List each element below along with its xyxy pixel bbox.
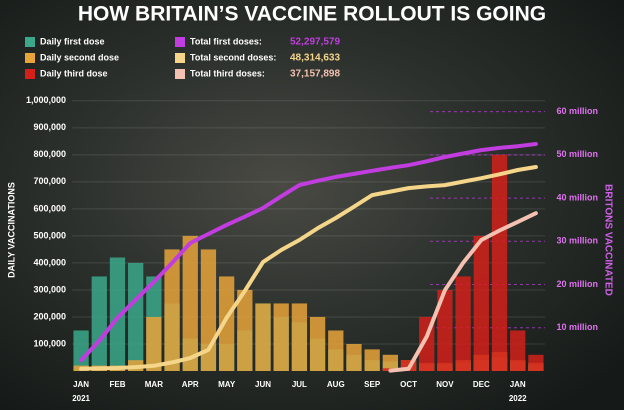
x-tick-label: JAN — [510, 380, 526, 389]
bar — [528, 354, 544, 371]
line — [79, 142, 538, 363]
legend-swatch — [25, 69, 35, 79]
x-tick-label: MAY — [218, 380, 236, 389]
bar — [91, 276, 107, 371]
bar — [182, 235, 198, 371]
bar — [255, 303, 271, 371]
y-tick-label: 1,000,000 — [26, 95, 66, 105]
x-tick-label: DEC — [473, 380, 490, 389]
y-tick-label: 100,000 — [33, 338, 66, 348]
y-tick-label: 700,000 — [33, 176, 66, 186]
y-axis-label: DAILY VACCINATIONS — [6, 182, 16, 278]
bar — [73, 330, 89, 371]
y2-axis-label: BRITONS VACCINATED — [602, 184, 613, 296]
bar — [510, 330, 526, 371]
legend-swatch — [175, 37, 185, 47]
bar — [128, 262, 144, 371]
y2-tick-label: 20 million — [556, 279, 598, 289]
bar — [328, 330, 344, 371]
bar — [109, 257, 126, 371]
x-tick-label: JUN — [255, 380, 271, 389]
legend-label: Daily third dose — [40, 68, 108, 78]
bar — [291, 303, 308, 371]
bar — [382, 354, 399, 371]
bar — [473, 235, 489, 371]
x-tick-label: AUG — [327, 380, 345, 389]
bar — [218, 276, 235, 371]
line — [79, 165, 538, 371]
x-tick-label: JAN — [73, 380, 89, 389]
year-label: 2021 — [72, 394, 90, 403]
y2-tick-label: 10 million — [556, 322, 598, 332]
x-tick-label: OCT — [400, 380, 417, 389]
legend-total: 48,314,633 — [290, 53, 340, 64]
y2-tick-label: 50 million — [556, 149, 598, 159]
chart-title: HOW BRITAIN’S VACCINE ROLLOUT IS GOING — [78, 3, 546, 26]
line — [388, 211, 538, 373]
x-tick-label: MAR — [145, 380, 163, 389]
bar — [364, 349, 380, 371]
bar — [437, 289, 453, 371]
x-tick-label: APR — [182, 380, 199, 389]
y-tick-label: 200,000 — [33, 311, 66, 321]
legend-label: Daily second dose — [40, 52, 119, 62]
legend-total: 37,157,898 — [290, 69, 340, 80]
year-label: 2022 — [509, 394, 527, 403]
legend-swatch — [175, 53, 185, 63]
x-tick-label: NOV — [436, 380, 454, 389]
y-tick-label: 500,000 — [33, 230, 66, 240]
legend-swatch — [25, 37, 35, 47]
legend-label: Total second doses: — [190, 52, 276, 62]
x-tick-label: SEP — [364, 380, 381, 389]
bar — [273, 303, 289, 371]
y-tick-label: 800,000 — [33, 149, 66, 159]
y-tick-label: 600,000 — [33, 203, 66, 213]
y2-tick-label: 30 million — [556, 236, 598, 246]
y-tick-label: 400,000 — [33, 257, 66, 267]
x-tick-label: FEB — [109, 380, 125, 389]
bar — [346, 343, 362, 371]
legend-label: Total third doses: — [190, 68, 265, 78]
bar — [455, 276, 471, 371]
bar — [491, 154, 508, 371]
legend-label: Total first doses: — [190, 36, 262, 46]
bar — [146, 316, 162, 371]
bar — [164, 249, 180, 371]
y2-tick-label: 40 million — [556, 192, 598, 202]
x-tick-label: JUL — [292, 380, 307, 389]
y2-tick-label: 60 million — [556, 106, 598, 116]
legend-swatch — [25, 53, 35, 63]
legend-label: Daily first dose — [40, 36, 105, 46]
bar — [237, 289, 253, 371]
y-tick-label: 300,000 — [33, 284, 66, 294]
bar — [309, 316, 326, 371]
legend-swatch — [175, 69, 185, 79]
legend-total: 52,297,579 — [290, 37, 340, 48]
y-tick-label: 900,000 — [33, 122, 66, 132]
